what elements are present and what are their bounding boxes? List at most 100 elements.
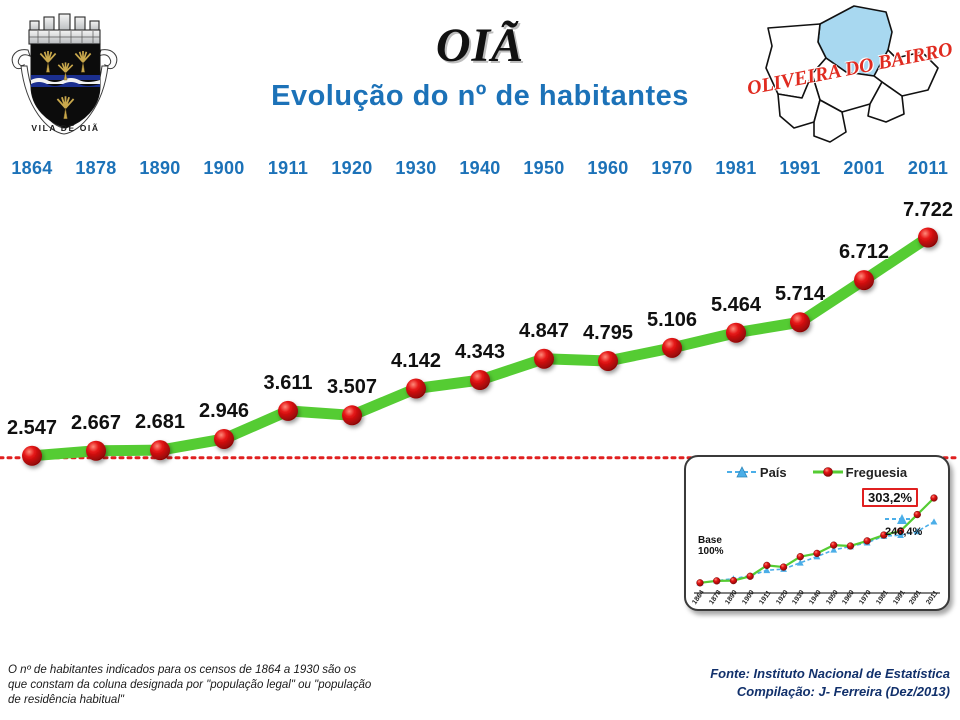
inset-x-tick-label: 1890 — [724, 589, 740, 606]
crest-motto: VILA DE OIÃ — [31, 123, 99, 133]
inset-x-tick-label: 1940 — [808, 589, 823, 606]
pais-marker-icon — [726, 466, 757, 478]
source-line-1: Fonte: Instituto Nacional de Estatística — [710, 666, 950, 681]
inset-pais-marker — [830, 546, 838, 553]
inset-x-tick-label: 1960 — [841, 589, 857, 606]
data-point-value-label: 5.106 — [646, 308, 698, 331]
legend-label-freguesia: Freguesia — [845, 464, 908, 480]
data-point-value-label: 2.547 — [6, 416, 58, 439]
data-point-marker — [406, 378, 426, 399]
data-point-value-label: 2.667 — [70, 411, 122, 434]
inset-pais-marker — [796, 559, 804, 566]
inset-freguesia-marker — [779, 563, 788, 571]
pais-callout-text: 246,4% — [885, 526, 923, 538]
inset-x-tick-label: 2001 — [908, 589, 924, 606]
data-point-value-label: 3.507 — [326, 376, 378, 399]
inset-x-tick-label: 1864 — [691, 589, 706, 606]
footnote: O nº de habitantes indicados para os cen… — [8, 663, 388, 708]
footnote-line-3: de residência habitual" — [8, 694, 124, 706]
inset-x-tick-label: 1878 — [707, 589, 723, 606]
data-point-value-label: 3.611 — [263, 371, 313, 394]
population-line-chart: 2.547 2.667 2.681 2.946 3.611 3.507 4.142 4.343… — [0, 190, 960, 490]
inset-freguesia-marker — [763, 561, 771, 570]
year-label: 1991 — [779, 158, 821, 178]
data-point-marker — [214, 428, 234, 449]
year-label: 1950 — [523, 158, 565, 178]
inset-freguesia-marker — [813, 549, 821, 558]
inset-x-tick-label: 1911 — [758, 589, 773, 606]
inset-pais-marker — [763, 566, 771, 574]
data-point-value-label: 2.946 — [198, 399, 250, 422]
data-point-value-label: 4.343 — [454, 341, 506, 364]
footnote-line-2: que constam da coluna designada por "pop… — [8, 679, 372, 691]
year-label: 1970 — [651, 158, 693, 178]
year-label: 1890 — [139, 158, 181, 178]
year-label: 2001 — [843, 158, 885, 178]
data-point-marker — [86, 440, 106, 461]
footnote-line-1: O nº de habitantes indicados para os cen… — [8, 664, 357, 676]
inset-freguesia-marker — [696, 579, 704, 587]
data-point-marker — [662, 337, 682, 358]
data-point-marker — [918, 227, 938, 248]
data-point-marker — [342, 405, 362, 426]
inset-x-tick-label: 1991 — [891, 589, 907, 606]
year-label: 1960 — [587, 158, 629, 178]
data-point-value-label: 2.681 — [134, 411, 186, 434]
inset-freguesia-series — [696, 494, 938, 587]
data-point-value-label: 5.714 — [774, 283, 826, 306]
vila-de-oia-coat-of-arms: VILA DE OIÃ — [4, 4, 132, 140]
inset-freguesia-marker — [880, 531, 888, 539]
data-point-value-label: 4.142 — [390, 349, 442, 372]
legend-label-pais: País — [759, 464, 787, 480]
inset-freguesia-marker — [863, 537, 871, 545]
inset-x-tick-label: 1981 — [875, 589, 890, 606]
data-point-marker — [790, 312, 810, 333]
data-point-marker — [470, 370, 490, 391]
data-point-value-label: 5.464 — [710, 293, 762, 316]
year-label: 1878 — [75, 158, 117, 178]
year-label: 1930 — [395, 158, 437, 178]
year-label: 1920 — [331, 158, 373, 178]
legend-item-pais: País — [726, 464, 787, 480]
page-title: OIÃ — [435, 19, 525, 72]
index-inset-panel: País Freguesia 1864 1878 1890 1900 1911 1920 1… — [684, 455, 950, 611]
freguesia-callout-badge: 303,2% — [862, 488, 919, 507]
base-index-label: Base 100% — [698, 535, 724, 557]
base-label-line2: 100% — [698, 546, 724, 557]
data-point-value-label: 4.847 — [518, 319, 570, 342]
inset-freguesia-marker — [729, 576, 738, 585]
inset-x-tick-label: 1920 — [774, 589, 790, 606]
inset-x-tick-label: 1900 — [741, 589, 757, 606]
data-point-marker — [726, 322, 746, 343]
data-point-marker — [150, 440, 170, 461]
inset-pais-marker — [930, 518, 938, 525]
data-point-value-label: 7.722 — [902, 198, 954, 221]
year-header-row: 1864 1878 1890 1900 1911 1920 1930 1940 … — [0, 158, 960, 188]
data-point-value-label: 4.795 — [582, 321, 634, 344]
inset-freguesia-marker — [930, 494, 938, 502]
inset-freguesia-marker — [796, 553, 804, 561]
year-label: 1900 — [203, 158, 245, 178]
inset-plot: 1864 1878 1890 1900 1911 1920 1930 1940 1950 1960… — [686, 481, 948, 609]
year-label: 1911 — [267, 158, 309, 178]
freguesia-marker-icon — [812, 467, 843, 477]
year-label: 1864 — [11, 158, 53, 178]
data-point-value-label: 6.712 — [838, 241, 890, 264]
inset-freguesia-marker — [746, 572, 754, 580]
source-credit: Fonte: Instituto Nacional de Estatística… — [710, 665, 950, 701]
oliveira-do-bairro-map: OLIVEIRA DO BAIRRO — [742, 2, 956, 148]
inset-legend: País Freguesia — [686, 463, 948, 481]
data-point-marker — [598, 350, 618, 371]
inset-pais-marker — [897, 531, 904, 539]
inset-freguesia-marker — [713, 577, 721, 585]
source-line-2: Compilação: J- Ferreira (Dez/2013) — [736, 684, 950, 699]
inset-freguesia-marker — [913, 510, 921, 519]
inset-x-tick-label: 1950 — [824, 589, 840, 606]
pais-callout-icon — [885, 514, 911, 524]
inset-x-tick-label: 1970 — [858, 589, 874, 606]
inset-freguesia-marker — [846, 542, 855, 550]
data-point-marker — [534, 348, 554, 369]
year-label: 2011 — [907, 158, 949, 178]
page-subtitle: Evolução do nº de habitantes — [271, 80, 689, 112]
